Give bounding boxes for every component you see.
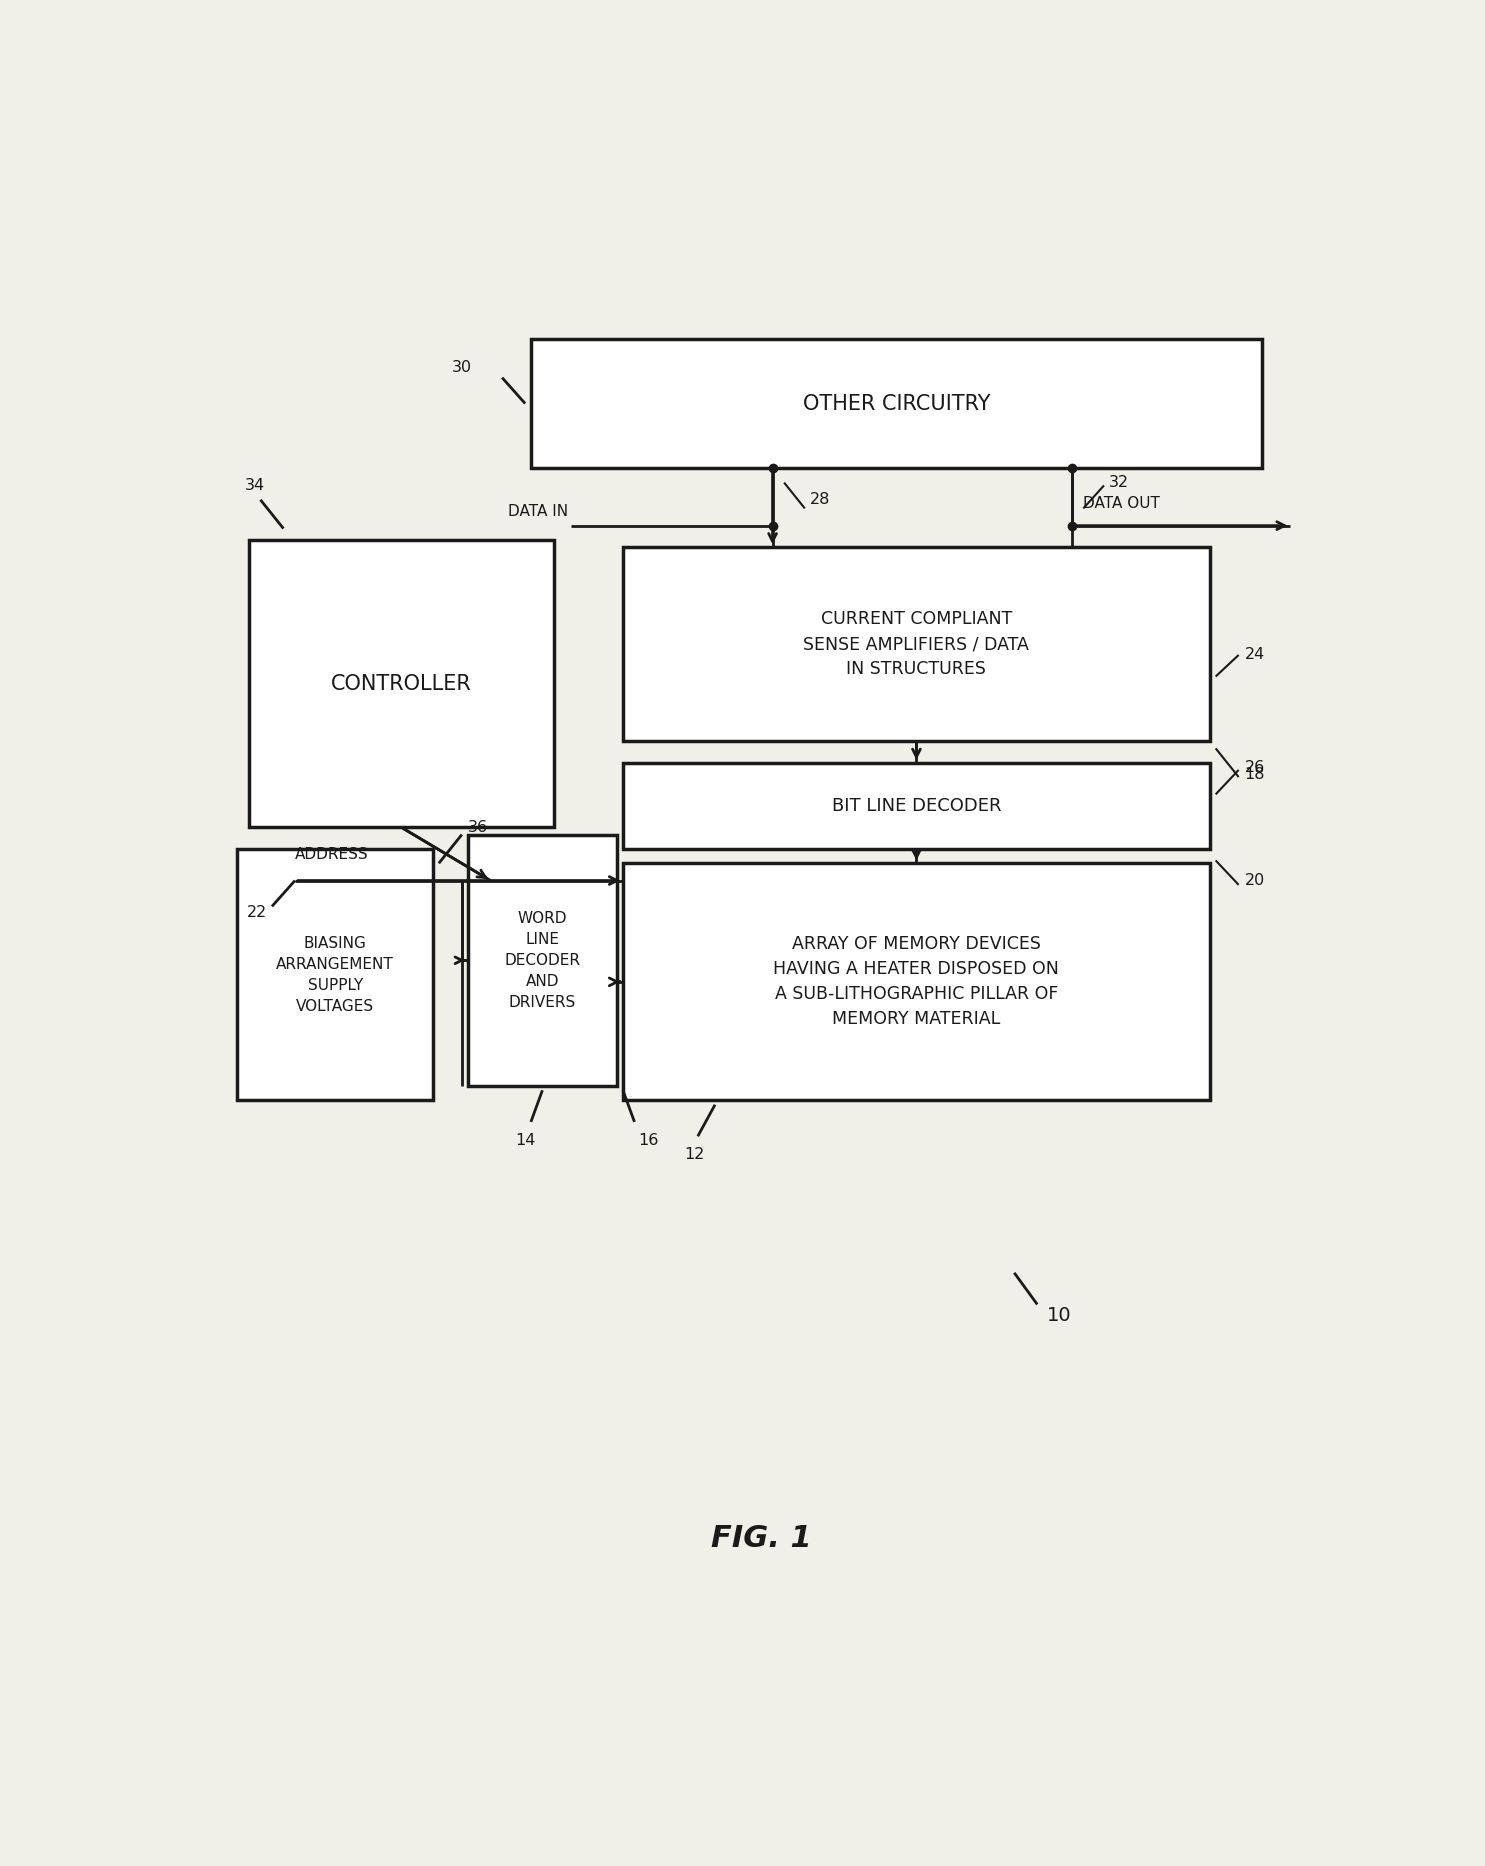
Text: DATA IN: DATA IN bbox=[508, 504, 567, 519]
Text: ARRAY OF MEMORY DEVICES
HAVING A HEATER DISPOSED ON
A SUB-LITHOGRAPHIC PILLAR OF: ARRAY OF MEMORY DEVICES HAVING A HEATER … bbox=[774, 935, 1059, 1028]
Text: 32: 32 bbox=[1109, 476, 1129, 491]
Text: FIG. 1: FIG. 1 bbox=[711, 1525, 811, 1553]
Text: BIASING
ARRANGEMENT
SUPPLY
VOLTAGES: BIASING ARRANGEMENT SUPPLY VOLTAGES bbox=[276, 935, 394, 1013]
Text: 28: 28 bbox=[809, 493, 830, 508]
Text: 36: 36 bbox=[468, 819, 487, 834]
Text: 16: 16 bbox=[639, 1133, 658, 1148]
Bar bbox=[624, 547, 1210, 741]
Text: CONTROLLER: CONTROLLER bbox=[331, 674, 472, 694]
Text: 10: 10 bbox=[1047, 1306, 1071, 1325]
Text: 34: 34 bbox=[245, 478, 264, 493]
Bar bbox=[624, 864, 1210, 1101]
Text: 30: 30 bbox=[451, 360, 472, 375]
Text: CURRENT COMPLIANT
SENSE AMPLIFIERS / DATA
IN STRUCTURES: CURRENT COMPLIANT SENSE AMPLIFIERS / DAT… bbox=[803, 610, 1029, 677]
Text: 14: 14 bbox=[515, 1133, 535, 1148]
Bar bbox=[532, 340, 1262, 468]
Text: 20: 20 bbox=[1244, 873, 1265, 888]
Bar bbox=[624, 763, 1210, 849]
Text: BIT LINE DECODER: BIT LINE DECODER bbox=[832, 797, 1001, 815]
Text: DATA OUT: DATA OUT bbox=[1083, 496, 1160, 511]
Bar bbox=[249, 539, 554, 827]
Text: 18: 18 bbox=[1244, 767, 1265, 782]
Text: 26: 26 bbox=[1244, 759, 1265, 774]
Text: OTHER CIRCUITRY: OTHER CIRCUITRY bbox=[802, 394, 990, 414]
Text: WORD
LINE
DECODER
AND
DRIVERS: WORD LINE DECODER AND DRIVERS bbox=[505, 911, 581, 1010]
Text: ADDRESS: ADDRESS bbox=[296, 847, 368, 862]
Text: 12: 12 bbox=[685, 1148, 704, 1163]
Text: 22: 22 bbox=[247, 905, 267, 920]
Text: 24: 24 bbox=[1244, 648, 1265, 662]
Bar bbox=[468, 834, 618, 1086]
Bar bbox=[238, 849, 434, 1101]
